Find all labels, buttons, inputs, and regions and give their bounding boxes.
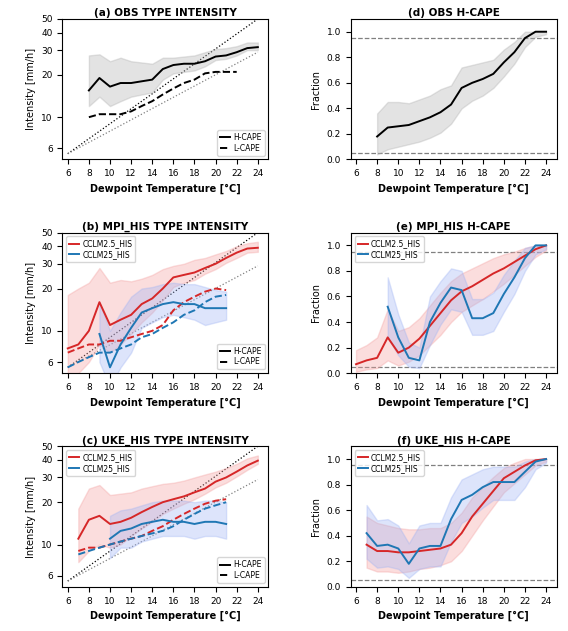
X-axis label: Dewpoint Temperature [°C]: Dewpoint Temperature [°C] (378, 611, 529, 622)
X-axis label: Dewpoint Temperature [°C]: Dewpoint Temperature [°C] (378, 398, 529, 408)
Title: (c) UKE_HIS TYPE INTENSITY: (c) UKE_HIS TYPE INTENSITY (82, 435, 249, 445)
Y-axis label: Fraction: Fraction (311, 69, 321, 109)
Y-axis label: Fraction: Fraction (311, 497, 321, 536)
Y-axis label: Intensity [mm/h]: Intensity [mm/h] (26, 48, 36, 130)
Title: (d) OBS H-CAPE: (d) OBS H-CAPE (408, 8, 500, 18)
Title: (b) MPI_HIS TYPE INTENSITY: (b) MPI_HIS TYPE INTENSITY (82, 222, 249, 232)
Title: (e) MPI_HIS H-CAPE: (e) MPI_HIS H-CAPE (396, 222, 511, 232)
Legend: CCLM2.5_HIS, CCLM25_HIS: CCLM2.5_HIS, CCLM25_HIS (354, 450, 424, 476)
Y-axis label: Intensity [mm/h]: Intensity [mm/h] (26, 262, 36, 344)
X-axis label: Dewpoint Temperature [°C]: Dewpoint Temperature [°C] (90, 184, 241, 194)
Legend: H-CAPE, L-CAPE: H-CAPE, L-CAPE (217, 344, 265, 369)
Y-axis label: Intensity [mm/h]: Intensity [mm/h] (26, 476, 36, 558)
Legend: H-CAPE, L-CAPE: H-CAPE, L-CAPE (217, 557, 265, 583)
X-axis label: Dewpoint Temperature [°C]: Dewpoint Temperature [°C] (90, 398, 241, 408)
Y-axis label: Fraction: Fraction (311, 283, 321, 322)
Title: (f) UKE_HIS H-CAPE: (f) UKE_HIS H-CAPE (397, 435, 511, 445)
X-axis label: Dewpoint Temperature [°C]: Dewpoint Temperature [°C] (90, 611, 241, 622)
X-axis label: Dewpoint Temperature [°C]: Dewpoint Temperature [°C] (378, 184, 529, 194)
Legend: CCLM2.5_HIS, CCLM25_HIS: CCLM2.5_HIS, CCLM25_HIS (354, 237, 424, 262)
Legend: H-CAPE, L-CAPE: H-CAPE, L-CAPE (217, 130, 265, 156)
Title: (a) OBS TYPE INTENSITY: (a) OBS TYPE INTENSITY (94, 8, 237, 18)
